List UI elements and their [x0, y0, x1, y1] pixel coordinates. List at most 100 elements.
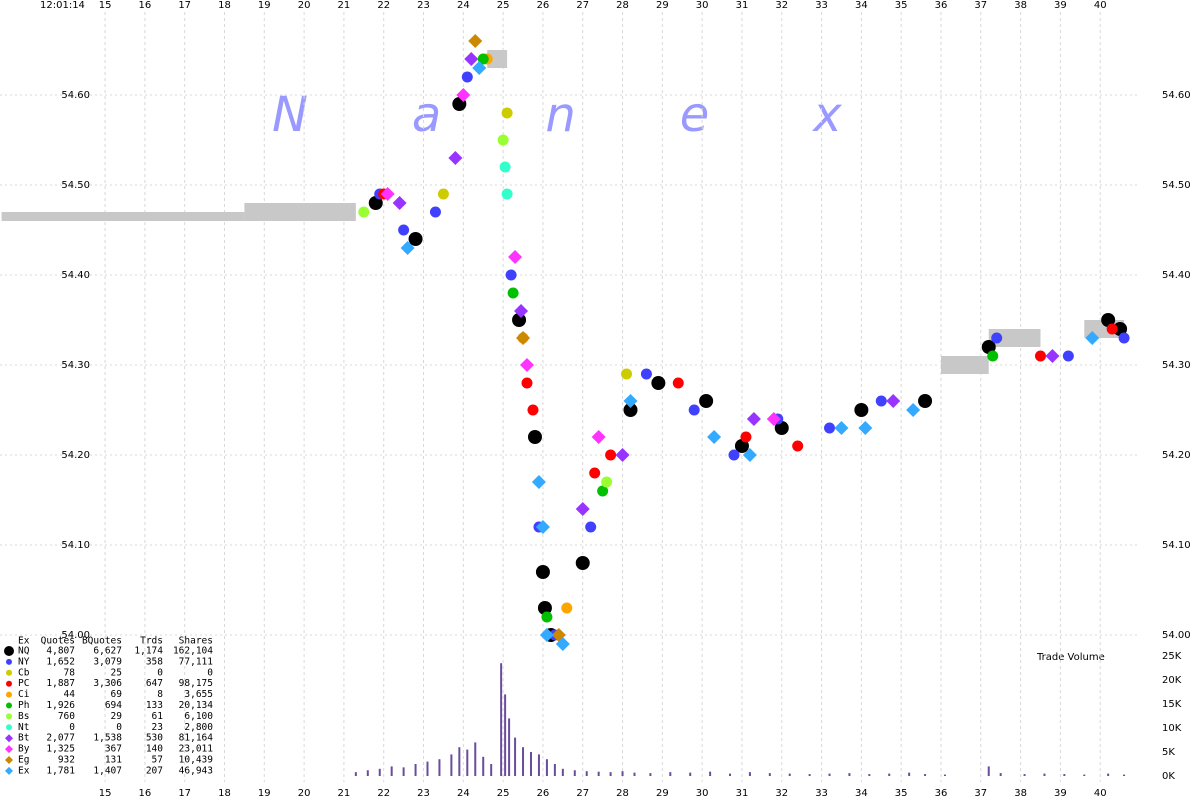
volume-bar	[709, 771, 712, 776]
x-tick-label: 16	[139, 788, 152, 799]
trade-marker	[854, 403, 869, 417]
trade-marker	[541, 611, 553, 623]
volume-bar	[474, 742, 477, 776]
trade-marker	[539, 628, 554, 642]
volume-bar	[609, 772, 612, 776]
trade-marker	[392, 196, 407, 210]
table-cell: 0	[116, 722, 122, 733]
trade-marker	[728, 449, 740, 461]
volume-title: Trade Volume	[1036, 652, 1105, 663]
y-tick-label: 54.20	[1162, 450, 1191, 461]
volume-bar	[366, 770, 369, 776]
legend-marker	[5, 756, 13, 764]
x-tick-label: 32	[775, 0, 788, 11]
table-cell: 162,104	[173, 646, 213, 657]
volume-bar	[1083, 774, 1086, 776]
legend-name: Cb	[18, 667, 30, 678]
volume-bar	[354, 772, 357, 776]
time-label: 12:01:14	[40, 0, 85, 11]
trade-marker	[585, 521, 597, 533]
trade-marker	[589, 467, 601, 479]
trade-marker	[987, 350, 999, 362]
table-cell: 2,800	[184, 722, 213, 733]
table-cell: 1,325	[46, 744, 75, 755]
y-tick-label: 54.50	[61, 180, 90, 191]
volume-bar	[1043, 773, 1046, 776]
legend-marker	[5, 734, 13, 743]
x-tick-label: 16	[139, 0, 152, 11]
x-tick-label: 29	[656, 0, 669, 11]
trade-marker	[1118, 332, 1130, 344]
x-tick-label: 18	[218, 0, 231, 11]
trade-marker	[1106, 323, 1118, 335]
table-cell: 25	[111, 667, 122, 678]
legend-marker	[6, 691, 12, 698]
volume-bar	[537, 754, 540, 776]
trade-marker	[591, 430, 606, 444]
table-cell: 10,439	[179, 755, 214, 766]
table-cell: 932	[58, 755, 75, 766]
table-cell: 131	[105, 755, 122, 766]
volume-bar	[597, 771, 600, 776]
volume-bar	[729, 773, 732, 776]
volume-bar	[987, 766, 990, 776]
table-cell: 694	[105, 700, 122, 711]
trade-marker	[742, 448, 757, 462]
table-cell: 1,174	[134, 646, 163, 657]
trade-marker	[746, 412, 761, 426]
legend-name: Bt	[18, 733, 29, 744]
table-cell: 20,134	[179, 700, 214, 711]
trade-marker	[456, 88, 471, 102]
legend-marker	[6, 702, 12, 709]
trade-marker	[512, 313, 527, 327]
table-cell: 1,781	[46, 765, 75, 776]
volume-bar	[466, 749, 469, 776]
table-cell: 1,926	[46, 700, 75, 711]
volume-bar	[633, 772, 636, 776]
trade-marker	[531, 475, 546, 489]
trade-marker	[688, 404, 700, 416]
volume-bar	[1063, 774, 1066, 776]
quote-band	[244, 203, 356, 221]
volume-bar	[458, 747, 461, 776]
x-tick-label: 37	[974, 0, 987, 11]
x-tick-label: 18	[218, 788, 231, 799]
volume-bar	[669, 772, 672, 776]
volume-bar	[788, 773, 791, 776]
table-cell: 3,306	[93, 678, 122, 689]
x-tick-label: 32	[775, 788, 788, 799]
table-cell: 44	[64, 689, 76, 700]
volume-bar	[553, 764, 556, 776]
volume-bar	[924, 774, 927, 776]
x-tick-label: 21	[338, 788, 351, 799]
table-header: Ex	[18, 636, 30, 647]
table-cell: 760	[58, 711, 75, 722]
table-cell: 0	[69, 722, 75, 733]
trade-marker	[1113, 322, 1128, 336]
y-tick-label: 54.20	[61, 450, 90, 461]
x-tick-label: 39	[1054, 0, 1067, 11]
table-cell: 207	[146, 765, 163, 776]
y-tick-label: 54.40	[61, 270, 90, 281]
trade-marker	[1101, 313, 1116, 327]
trade-marker	[918, 394, 933, 408]
trade-marker	[601, 476, 613, 488]
volume-bar	[514, 737, 517, 776]
table-cell: 3,655	[184, 689, 213, 700]
y-tick-label: 54.60	[61, 90, 90, 101]
volume-bar	[868, 774, 871, 776]
trade-marker	[537, 601, 552, 615]
volume-bar	[748, 772, 751, 776]
x-tick-label: 20	[298, 0, 311, 11]
trade-marker	[507, 287, 519, 299]
volume-bar	[414, 764, 417, 776]
x-tick-label: 17	[178, 788, 191, 799]
x-tick-label: 35	[895, 788, 908, 799]
quote-band	[1, 212, 245, 221]
volume-bar	[378, 768, 381, 776]
trade-marker	[429, 206, 441, 218]
x-tick-label: 25	[497, 0, 510, 11]
x-tick-label: 31	[736, 0, 749, 11]
legend-name: Ph	[18, 700, 29, 711]
volume-bar	[390, 766, 393, 776]
